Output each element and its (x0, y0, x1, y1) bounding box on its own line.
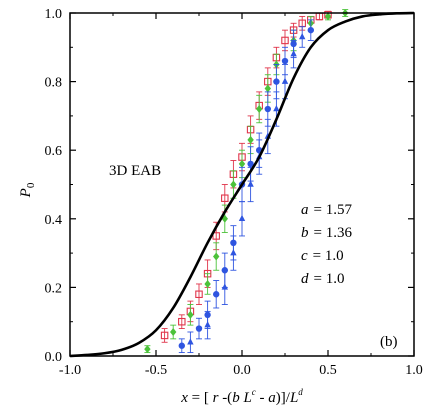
data-point (238, 159, 246, 168)
y-tick-label: 0.6 (45, 144, 63, 159)
panel-label: (b) (380, 334, 398, 350)
data-point (281, 57, 289, 65)
data-point (247, 135, 254, 144)
data-point (290, 50, 297, 57)
series-3 (187, 26, 306, 354)
x-tick-label: 0.0 (233, 363, 251, 378)
y-tick-label: 0.8 (45, 76, 63, 91)
data-point (170, 327, 177, 336)
y-tick-label: 0.2 (45, 281, 63, 296)
y-axis-label-main: P (18, 188, 34, 198)
x-tick-label: 0.5 (319, 363, 337, 378)
x-label-L1: L (240, 390, 252, 406)
data-point (160, 331, 169, 340)
param-b-name: b (301, 225, 309, 241)
param-a: a = 1.57 (301, 202, 352, 218)
x-label-mid: -( (218, 390, 232, 406)
x-label-eq: = [ (188, 390, 213, 406)
axis-ticks: -1.0 -0.5 0.0 0.5 1.0 0.0 0.2 0.4 0.6 0.8 1.0 (45, 7, 423, 378)
data-point (204, 321, 211, 328)
data-point (307, 26, 314, 34)
x-label-tail: - (256, 390, 269, 406)
data-markers (144, 9, 349, 354)
param-b: b = 1.36 (301, 225, 352, 241)
x-tick-label: -0.5 (145, 363, 167, 378)
data-point (256, 105, 263, 114)
param-a-name: a (301, 202, 309, 218)
data-point (324, 12, 332, 21)
data-point (144, 345, 151, 354)
x-label-d-sup: d (298, 387, 303, 397)
data-point (273, 105, 280, 112)
x-label-b: b (232, 390, 240, 406)
data-point (204, 279, 211, 288)
parameter-block: a = 1.57 b = 1.36 c = 1.0 d = 1.0 (301, 202, 352, 287)
data-point (221, 194, 229, 202)
data-point (212, 232, 220, 240)
param-c-name: c (301, 248, 308, 264)
data-point (281, 77, 289, 84)
data-point (178, 342, 185, 349)
fit-curve (69, 11, 415, 358)
data-point (281, 36, 289, 45)
x-label-a: a (268, 390, 276, 406)
x-label-r: r (213, 390, 219, 406)
data-point (221, 283, 228, 290)
data-point (247, 160, 254, 168)
data-point (187, 310, 194, 319)
y-tick-label: 1.0 (45, 7, 63, 22)
fit-curve-layer (69, 11, 415, 358)
data-point (273, 78, 280, 85)
param-c-value: = 1.0 (313, 248, 344, 264)
param-a-value: = 1.57 (314, 202, 353, 218)
param-d-name: d (301, 271, 309, 287)
x-label-var: x (180, 390, 188, 406)
param-b-value: = 1.36 (314, 225, 353, 241)
data-point (230, 249, 237, 256)
y-tick-label: 0.0 (45, 350, 63, 365)
data-point (264, 105, 271, 113)
data-point (195, 290, 203, 299)
data-point (230, 180, 237, 189)
system-annotation: 3D EAB (109, 163, 161, 179)
plot-frame (69, 12, 415, 357)
series-1 (144, 9, 349, 354)
data-point (195, 325, 203, 332)
data-point (299, 33, 306, 40)
x-label-c-sup: c (252, 387, 256, 397)
data-point (213, 252, 220, 261)
y-axis-label-sub: 0 (25, 182, 37, 188)
x-axis-label: x = [ r -(b Lc - a)]/Ld (180, 387, 303, 406)
x-tick-label: -1.0 (59, 363, 81, 378)
data-point (247, 180, 254, 187)
data-point (238, 214, 246, 222)
param-d-value: = 1.0 (314, 271, 345, 287)
param-d: d = 1.0 (301, 271, 344, 287)
y-axis-label: P0 (18, 182, 37, 198)
y-tick-label: 0.4 (45, 213, 63, 228)
data-point (187, 338, 194, 345)
x-label-L2: L (289, 390, 298, 406)
data-point (178, 317, 186, 326)
param-c: c = 1.0 (301, 248, 344, 264)
data-point (264, 84, 271, 93)
data-point (213, 291, 220, 298)
x-label-close: )]/ (276, 390, 291, 406)
x-tick-label: 1.0 (405, 363, 423, 378)
